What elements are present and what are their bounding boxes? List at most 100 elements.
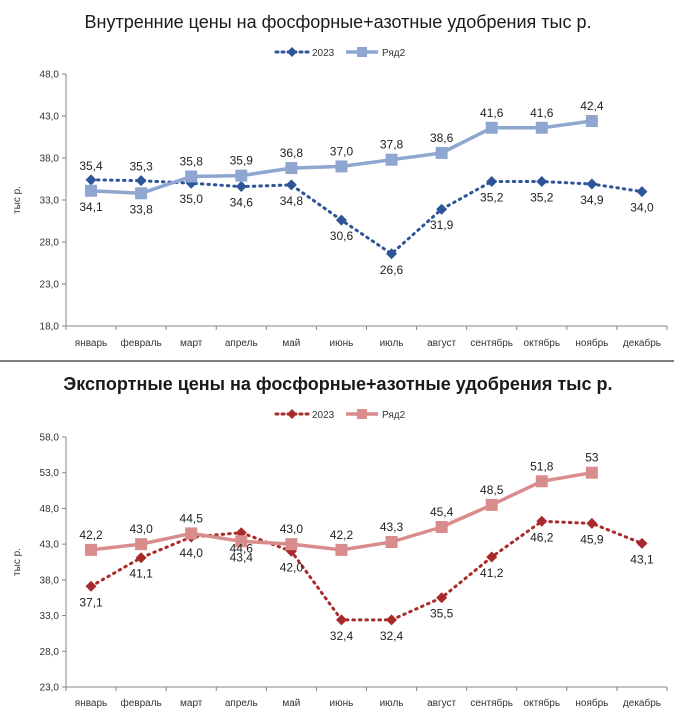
x-tick-label: сентябрь: [470, 337, 513, 349]
data-point: [185, 527, 198, 540]
data-label: 44,0: [180, 546, 204, 560]
y-tick-label: 38,0: [40, 154, 60, 165]
legend-square-icon: [357, 409, 367, 419]
data-label: 35,3: [129, 160, 153, 174]
data-point: [85, 580, 97, 592]
data-label: 36,8: [280, 146, 304, 160]
chart-divider: [0, 360, 674, 362]
series-0: [85, 515, 648, 626]
legend-diamond-icon: [287, 409, 297, 419]
data-point: [436, 592, 448, 604]
data-point: [135, 175, 147, 187]
domestic-prices-chart: Внутренние цены на фосфорные+азотные удо…: [0, 0, 674, 360]
x-tick-label: март: [180, 698, 203, 709]
data-label: 48,5: [480, 483, 504, 497]
data-point: [235, 169, 248, 182]
x-tick-label: май: [282, 338, 300, 349]
series-line-0: [89, 178, 644, 256]
data-point: [536, 176, 548, 188]
y-tick-label: 48,0: [40, 504, 60, 515]
data-point: [435, 146, 448, 159]
data-point: [486, 551, 498, 563]
data-label: 42,0: [280, 560, 304, 574]
x-tick-label: ноябрь: [575, 337, 608, 349]
series-1: [85, 466, 598, 556]
data-label: 35,2: [480, 191, 504, 205]
data-point: [536, 515, 548, 527]
legend: 2023 Ряд2: [274, 409, 406, 421]
data-point: [636, 537, 648, 549]
data-label: 42,2: [330, 528, 354, 542]
data-label: 34,0: [630, 201, 654, 215]
y-tick-label: 33,0: [40, 196, 60, 207]
x-tick-label: февраль: [120, 697, 161, 709]
data-point: [585, 115, 598, 128]
data-label: 45,9: [580, 532, 604, 546]
x-tick-label: июль: [380, 698, 404, 709]
data-label: 44,5: [180, 511, 204, 525]
y-tick-label: 38,0: [40, 575, 60, 586]
y-tick-label: 58,0: [40, 433, 60, 444]
data-point: [485, 121, 498, 134]
data-label: 35,5: [430, 607, 454, 621]
data-label: 46,2: [530, 530, 554, 544]
y-axis-label: тыс р.: [12, 186, 23, 214]
data-label: 42,4: [580, 99, 604, 113]
x-tick-label: январь: [75, 698, 107, 709]
data-point: [235, 535, 248, 548]
export-prices-chart-svg: Экспортные цены на фосфорные+азотные удо…: [12, 374, 668, 709]
data-point: [285, 179, 297, 191]
data-label: 37,1: [79, 595, 103, 609]
x-tick-label: февраль: [120, 337, 161, 349]
x-tick-label: июль: [380, 338, 404, 349]
data-label: 37,0: [330, 144, 354, 158]
data-label: 43,0: [129, 522, 153, 536]
data-label: 26,6: [380, 263, 404, 277]
data-label: 35,8: [180, 154, 204, 168]
legend-label-1: Ряд2: [382, 48, 406, 59]
data-label: 41,1: [129, 567, 153, 581]
data-point: [636, 186, 648, 198]
x-tick-label: май: [282, 698, 300, 709]
data-point: [535, 475, 548, 488]
data-label: 33,8: [129, 202, 153, 216]
x-tick-label: октябрь: [524, 697, 561, 709]
legend-diamond-icon: [287, 47, 297, 57]
data-point: [185, 170, 198, 183]
legend-label-1: Ряд2: [382, 410, 406, 421]
data-point: [335, 160, 348, 173]
data-point: [335, 543, 348, 556]
data-label: 35,2: [530, 191, 554, 205]
legend-label-0: 2023: [312, 410, 335, 421]
data-point: [585, 466, 598, 479]
data-label: 34,8: [280, 194, 304, 208]
data-point: [535, 121, 548, 134]
domestic-prices-chart-svg: Внутренние цены на фосфорные+азотные удо…: [12, 12, 668, 349]
x-tick-label: декабрь: [623, 697, 661, 709]
x-tick-label: октябрь: [524, 337, 561, 349]
series-line-0: [89, 519, 644, 622]
y-tick-label: 18,0: [40, 322, 60, 333]
y-tick-label: 43,0: [40, 112, 60, 123]
data-label: 41,6: [530, 106, 554, 120]
y-tick-label: 53,0: [40, 468, 60, 479]
data-label: 53: [585, 451, 599, 465]
series-0: [85, 174, 648, 260]
data-point: [335, 214, 347, 226]
data-label: 42,2: [79, 528, 103, 542]
data-point: [385, 536, 398, 548]
data-point: [85, 174, 97, 186]
data-label: 38,6: [430, 131, 454, 145]
data-label: 35,4: [79, 159, 103, 173]
data-label: 43,1: [630, 552, 654, 566]
y-tick-label: 48,0: [40, 70, 60, 81]
data-point: [285, 545, 297, 557]
data-point: [85, 543, 98, 556]
data-point: [436, 203, 448, 215]
y-tick-label: 23,0: [40, 683, 60, 694]
data-label: 43,0: [280, 522, 304, 536]
export-prices-chart: Экспортные цены на фосфорные+азотные удо…: [0, 364, 674, 722]
data-point: [235, 527, 247, 539]
y-tick-label: 23,0: [40, 280, 60, 291]
legend-square-icon: [357, 47, 367, 57]
